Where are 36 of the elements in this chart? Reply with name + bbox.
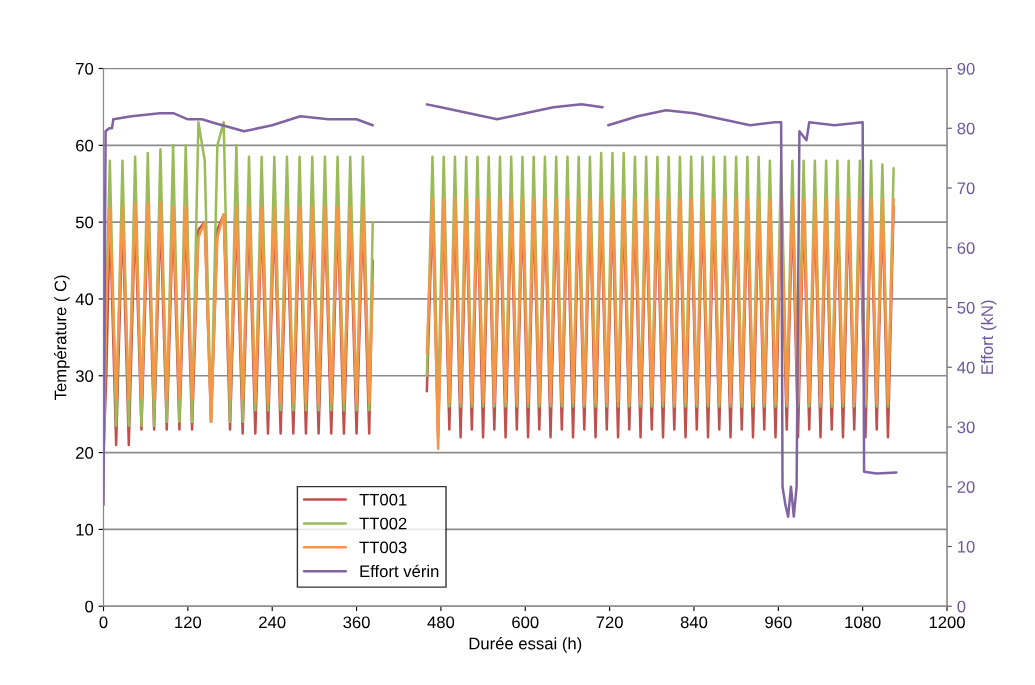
x-tick-label: 240 [259, 616, 286, 629]
x-tick-label: 840 [680, 616, 708, 629]
x-tick-label: 0 [99, 616, 108, 629]
y2-tick-label: 70 [957, 182, 975, 195]
legend-label: Effort vérin [360, 564, 439, 578]
y-tick-label: 30 [75, 370, 94, 382]
x-tick-label: 600 [512, 616, 539, 629]
y-tick-label: 60 [76, 139, 94, 152]
y2-tick-label: 80 [957, 122, 975, 135]
y-tick-label: 0 [85, 600, 94, 613]
y2-tick-label: 20 [957, 481, 975, 493]
y2-tick-label: 10 [958, 540, 975, 553]
legend-label: TT001 [359, 493, 407, 506]
x-tick-label: 720 [596, 616, 623, 629]
y-tick-label: 50 [75, 216, 94, 229]
y-tick-label: 70 [76, 62, 94, 75]
x-axis-title: Durée essai (h) [469, 637, 582, 653]
x-tick-label: 480 [427, 616, 455, 629]
y2-tick-label: 50 [957, 301, 975, 314]
y2-axis-title: Effort (kN) [980, 300, 997, 374]
y2-tick-label: 30 [957, 421, 975, 434]
y2-tick-label: 60 [957, 242, 975, 254]
x-tick-label: 1080 [845, 616, 881, 629]
x-tick-label: 120 [175, 616, 202, 629]
legend-label: TT002 [359, 517, 407, 530]
x-tick-label: 360 [343, 616, 370, 629]
y2-tick-label: 90 [957, 62, 975, 75]
x-tick-label: 960 [765, 616, 792, 629]
y-tick-label: 40 [75, 293, 94, 306]
y-tick-label: 20 [76, 446, 94, 459]
legend-label: TT003 [359, 541, 407, 554]
y2-tick-label: 40 [957, 361, 975, 374]
y-tick-label: 10 [76, 523, 94, 536]
x-tick-label: 1200 [929, 616, 965, 629]
y2-tick-label: 0 [957, 600, 966, 613]
y-axis-title: Température ( C) [53, 275, 70, 400]
